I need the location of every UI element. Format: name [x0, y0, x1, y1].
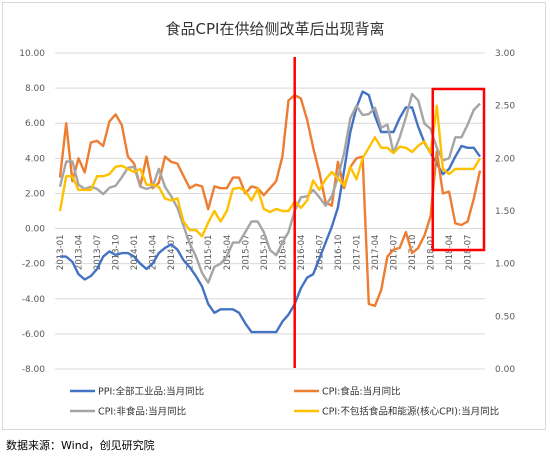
x-tick-label: 2014-04 — [149, 235, 159, 271]
y-tick-label-right: 2.00 — [495, 154, 515, 164]
y-tick-label-left: -2.00 — [22, 260, 46, 270]
x-tick-label: 2015-10 — [260, 235, 270, 271]
y-tick-label-right: 0.50 — [495, 312, 515, 322]
y-tick-label-left: 10.00 — [19, 49, 45, 59]
chart-frame — [2, 2, 546, 430]
y-tick-label-left: 4.00 — [25, 154, 45, 164]
source-note: 数据来源：Wind，创见研究院 — [6, 439, 155, 452]
y-tick-label-right: 3.00 — [495, 49, 515, 59]
y-tick-label-left: 8.00 — [25, 84, 45, 94]
line-chart: 食品CPI在供给侧改革后出现背离 10.00 8.00 6.00 4.00 2.00 0.0… — [19, 20, 515, 418]
series-line-1 — [60, 90, 481, 334]
chart-title: 食品CPI在供给侧改革后出现背离 — [166, 20, 385, 38]
x-tick-label: 2017-01 — [352, 235, 362, 271]
x-tick-label: 2016-07 — [315, 235, 325, 271]
x-tick-label: 2015-01 — [204, 235, 214, 271]
y-tick-label-left: 0.00 — [25, 225, 45, 235]
x-tick-label: 2013-10 — [112, 235, 122, 271]
x-tick-label: 2016-01 — [278, 235, 288, 271]
legend-label: CPI:非食品:当月同比 — [98, 406, 186, 418]
x-tick-label: 2013-07 — [93, 235, 103, 271]
x-tick-label: 2018-04 — [445, 235, 455, 271]
x-tick-label: 2013-04 — [75, 235, 85, 271]
x-tick-label: 2013-01 — [56, 235, 66, 271]
x-tick-label: 2018-01 — [427, 235, 437, 271]
x-tick-label: 2014-07 — [167, 235, 177, 271]
series-line-2 — [58, 93, 482, 307]
x-tick-label: 2014-10 — [186, 235, 196, 271]
x-tick-label: 2017-07 — [390, 235, 400, 271]
legend-label: CPI:食品:当月同比 — [322, 386, 401, 398]
y-tick-label-left: 2.00 — [25, 189, 45, 199]
x-tick-label: 2018-07 — [464, 235, 474, 271]
x-tick-label: 2014-01 — [130, 235, 140, 271]
legend-label: CPI:不包括食品和能源(核心CPI):当月同比 — [322, 406, 499, 418]
x-tick-label: 2016-10 — [334, 235, 344, 271]
x-tick-label: 2015-07 — [241, 235, 251, 271]
series-line-4 — [58, 104, 482, 238]
y-tick-label-left: -6.00 — [22, 330, 46, 340]
y-tick-label-right: 2.50 — [495, 102, 515, 112]
annotation-highlight-box — [431, 87, 486, 252]
x-tick-label: 2017-04 — [371, 235, 381, 271]
series-line-3 — [58, 92, 481, 284]
y-tick-label-right: 1.00 — [495, 260, 515, 270]
x-tick-label: 2016-04 — [297, 235, 307, 271]
legend-label: PPI:全部工业品:当月同比 — [98, 386, 204, 398]
y-tick-label-right: 0.00 — [495, 365, 515, 375]
y-tick-label-left: 6.00 — [25, 119, 45, 129]
y-tick-label-right: 1.50 — [495, 207, 515, 217]
y-tick-label-left: -4.00 — [22, 295, 46, 305]
y-tick-label-left: -8.00 — [22, 365, 46, 375]
